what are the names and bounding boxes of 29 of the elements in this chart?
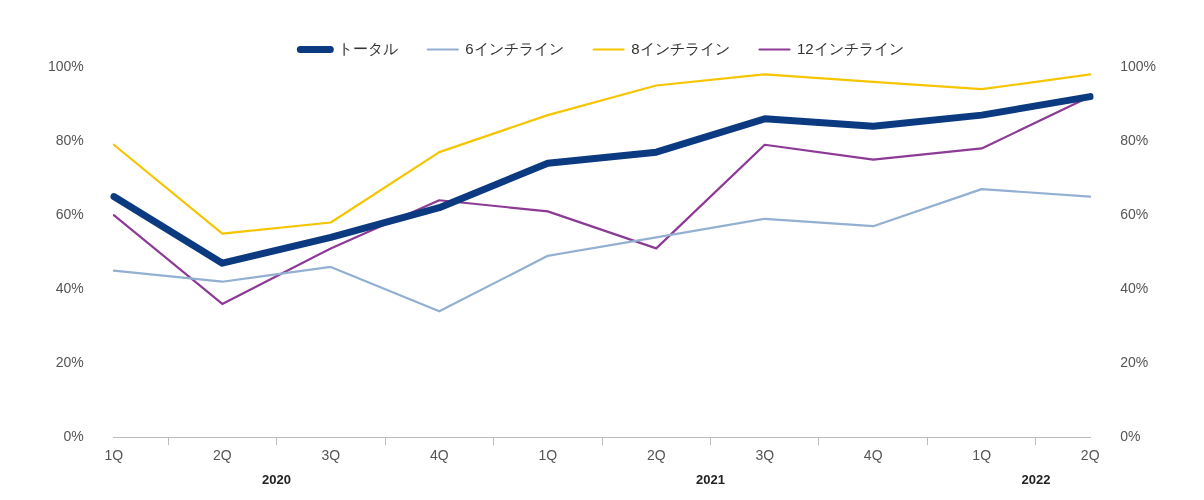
- y-tick-label: 60%: [55, 205, 84, 222]
- x-tick-label: 3Q: [755, 447, 775, 464]
- legend-label: 12インチライン: [797, 39, 904, 57]
- y-tick-label: 0%: [63, 428, 84, 445]
- y-tick-label: 20%: [55, 354, 84, 371]
- y-tick-label: 100%: [47, 57, 84, 74]
- x-tick-label: 1Q: [104, 447, 124, 464]
- y-tick-label: 80%: [55, 131, 84, 148]
- text: 2022: [1021, 472, 1051, 488]
- x-tick-label: 1Q: [538, 447, 558, 464]
- y2-tick-label: 100%: [1120, 57, 1157, 74]
- legend-label: 6インチライン: [465, 39, 564, 57]
- x-tick-label: 2Q: [1080, 447, 1100, 464]
- x-tick-label: 2Q: [646, 447, 666, 464]
- y2-tick-label: 20%: [1120, 354, 1149, 371]
- y2-tick-label: 40%: [1120, 279, 1149, 296]
- x-tick-label: 4Q: [863, 447, 883, 464]
- x-tick-label: 2Q: [212, 447, 232, 464]
- legend-label: 8インチライン: [631, 39, 730, 57]
- text: 2020: [262, 472, 291, 488]
- x-tick-label: 4Q: [429, 447, 449, 464]
- text: 2021: [696, 472, 725, 488]
- y2-tick-label: 60%: [1120, 205, 1149, 222]
- y2-tick-label: 80%: [1120, 131, 1149, 148]
- x-tick-label: 1Q: [972, 447, 992, 464]
- y-tick-label: 40%: [55, 279, 84, 296]
- y2-tick-label: 0%: [1120, 428, 1141, 445]
- legend-label: トータル: [337, 39, 398, 57]
- x-tick-label: 3Q: [321, 447, 341, 464]
